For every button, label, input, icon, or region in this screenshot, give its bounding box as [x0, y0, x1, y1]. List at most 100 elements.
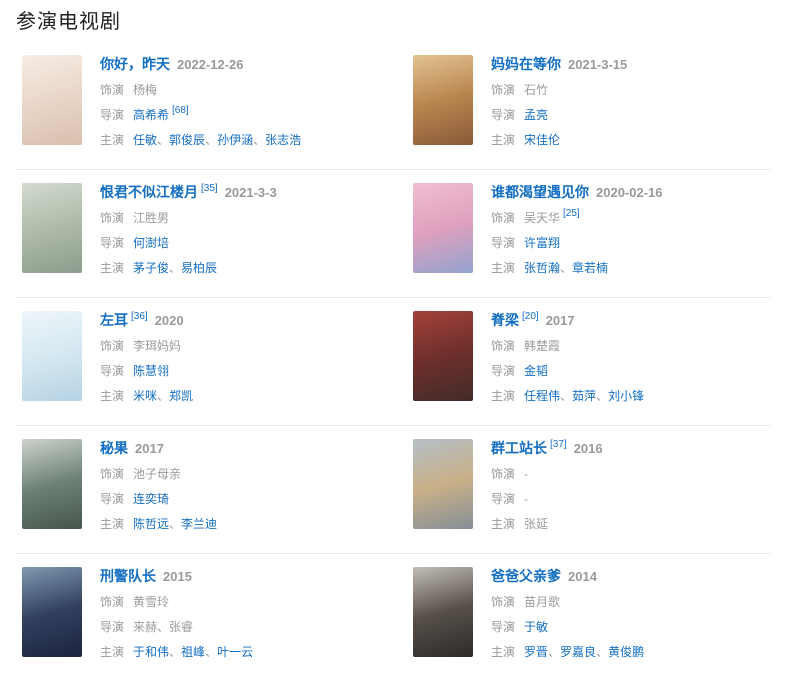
person-link[interactable]: 任敏 — [133, 133, 158, 147]
role-label: 饰演 — [491, 467, 516, 481]
starring-line: 主演 罗晋、罗嘉良、黄俊鹏 — [491, 640, 644, 665]
title-line: 你好，昨天 2022-12-26 — [100, 55, 301, 75]
poster-image[interactable] — [413, 183, 473, 273]
show-title-link[interactable]: 群工站长 — [491, 440, 547, 456]
person-link[interactable]: 陈哲远 — [133, 517, 170, 531]
person-link[interactable]: 连奕琦 — [133, 492, 170, 506]
show-title-link[interactable]: 左耳 — [100, 312, 128, 328]
tv-series-row: 你好，昨天 2022-12-26 饰演 杨梅 导演 高希希 [68] 主演 任敏、郭俊辰、… — [16, 42, 770, 170]
person-link[interactable]: 祖峰 — [181, 645, 206, 659]
director-line: 导演 何澍培 — [100, 231, 277, 256]
person-link[interactable]: 米咪 — [133, 389, 158, 403]
person-link[interactable]: 郑凯 — [169, 389, 194, 403]
poster-image[interactable] — [22, 183, 82, 273]
role-label: 饰演 — [491, 211, 516, 225]
person-link[interactable]: 任程伟 — [524, 389, 561, 403]
director-line: 导演 孟亮 — [491, 103, 627, 128]
person-link[interactable]: 茹萍 — [572, 389, 597, 403]
starring-label: 主演 — [100, 389, 125, 403]
title-line: 秘果 2017 — [100, 439, 217, 459]
title-reference-link[interactable]: [35] — [201, 183, 218, 194]
role-label: 饰演 — [100, 595, 125, 609]
tv-series-grid: 你好，昨天 2022-12-26 饰演 杨梅 导演 高希希 [68] 主演 任敏、郭俊辰、… — [16, 42, 770, 681]
name-separator: 、 — [596, 389, 609, 403]
name-separator: 、 — [205, 133, 218, 147]
role-name: 石竹 — [524, 83, 549, 97]
director-line: 导演 来赫、张睿 — [100, 615, 253, 640]
release-date: 2022-12-26 — [177, 57, 244, 72]
person-link[interactable]: 何澍培 — [133, 236, 170, 250]
show-title-link[interactable]: 脊梁 — [491, 312, 519, 328]
person-link[interactable]: 李兰迪 — [181, 517, 218, 531]
poster-image[interactable] — [22, 567, 82, 657]
person-link[interactable]: 于敏 — [524, 620, 549, 634]
release-date: 2020-02-16 — [596, 185, 663, 200]
person-link[interactable]: 叶一云 — [217, 645, 254, 659]
director-names: 孟亮 — [524, 108, 548, 122]
person-link[interactable]: 易柏辰 — [181, 261, 218, 275]
poster-image[interactable] — [22, 311, 82, 401]
starring-names: 茅子俊、易柏辰 — [133, 261, 217, 275]
poster-image[interactable] — [413, 439, 473, 529]
director-reference-link[interactable]: [68] — [172, 105, 189, 116]
person-link[interactable]: 陈慧翎 — [133, 364, 170, 378]
poster-image[interactable] — [413, 311, 473, 401]
show-title-link[interactable]: 你好，昨天 — [100, 56, 170, 72]
role-line: 饰演 吴天华 [25] — [491, 206, 663, 231]
person-link[interactable]: 章若楠 — [572, 261, 609, 275]
person-link[interactable]: 茅子俊 — [133, 261, 170, 275]
person-link[interactable]: 孙伊涵 — [217, 133, 254, 147]
poster-image[interactable] — [22, 55, 82, 145]
director-names: - — [524, 492, 528, 506]
show-title-link[interactable]: 秘果 — [100, 440, 128, 456]
person-link[interactable]: 许富翔 — [524, 236, 561, 250]
starring-label: 主演 — [491, 261, 516, 275]
show-title-link[interactable]: 恨君不似江楼月 — [100, 184, 198, 200]
role-name: 黄雪玲 — [133, 595, 170, 609]
person-link[interactable]: 罗晋 — [524, 645, 549, 659]
person-link[interactable]: 孟亮 — [524, 108, 549, 122]
role-reference-link[interactable]: [25] — [563, 208, 580, 219]
tv-series-entry: 爸爸父亲爹 2014 饰演 苗月歌 导演 于敏 主演 罗晋、罗嘉良、黄俊鹏 — [393, 567, 770, 665]
role-line: 饰演 江胜男 — [100, 206, 277, 231]
name-separator: 、 — [169, 517, 182, 531]
show-info: 刑警队长 2015 饰演 黄雪玲 导演 来赫、张睿 主演 于和伟、祖峰、叶一云 — [100, 567, 253, 665]
title-reference-link[interactable]: [37] — [550, 439, 567, 450]
director-names: 于敏 — [524, 620, 548, 634]
title-line: 左耳 [36] 2020 — [100, 311, 193, 331]
show-title-link[interactable]: 妈妈在等你 — [491, 56, 561, 72]
director-names: 陈慧翎 — [133, 364, 169, 378]
show-title-link[interactable]: 刑警队长 — [100, 568, 156, 584]
role-label: 饰演 — [100, 211, 125, 225]
title-reference-link[interactable]: [36] — [131, 311, 148, 322]
person-link[interactable]: 金韬 — [524, 364, 549, 378]
poster-image[interactable] — [413, 567, 473, 657]
person-link[interactable]: 高希希 — [133, 108, 170, 122]
director-line: 导演 于敏 — [491, 615, 644, 640]
starring-line: 主演 张延 — [491, 512, 603, 537]
show-info: 爸爸父亲爹 2014 饰演 苗月歌 导演 于敏 主演 罗晋、罗嘉良、黄俊鹏 — [491, 567, 644, 665]
person-link[interactable]: 宋佳伦 — [524, 133, 561, 147]
starring-names: 罗晋、罗嘉良、黄俊鹏 — [524, 645, 644, 659]
person-link[interactable]: 刘小锋 — [608, 389, 645, 403]
poster-image[interactable] — [22, 439, 82, 529]
director-names: 连奕琦 — [133, 492, 169, 506]
poster-image[interactable] — [413, 55, 473, 145]
title-reference-link[interactable]: [20] — [522, 311, 539, 322]
show-info: 脊梁 [20] 2017 饰演 韩楚霞 导演 金韬 主演 任程伟、茹萍、刘小锋 — [491, 311, 644, 409]
show-info: 群工站长 [37] 2016 饰演 - 导演 - 主演 张延 — [491, 439, 603, 537]
director-label: 导演 — [100, 108, 125, 122]
person-link[interactable]: 张哲瀚 — [524, 261, 561, 275]
person-link[interactable]: 罗嘉良 — [560, 645, 597, 659]
show-info: 谁都渴望遇见你 2020-02-16 饰演 吴天华 [25] 导演 许富翔 主演 张哲瀚、… — [491, 183, 663, 281]
director-names: 何澍培 — [133, 236, 169, 250]
show-title-link[interactable]: 谁都渴望遇见你 — [491, 184, 589, 200]
person-link[interactable]: 张志浩 — [265, 133, 302, 147]
role-name: 江胜男 — [133, 211, 170, 225]
show-title-link[interactable]: 爸爸父亲爹 — [491, 568, 561, 584]
role-name: - — [524, 467, 529, 481]
tv-series-entry: 左耳 [36] 2020 饰演 李珥妈妈 导演 陈慧翎 主演 米咪、郑凯 — [16, 311, 393, 409]
person-link[interactable]: 于和伟 — [133, 645, 170, 659]
person-link[interactable]: 黄俊鹏 — [608, 645, 645, 659]
person-link[interactable]: 郭俊辰 — [169, 133, 206, 147]
